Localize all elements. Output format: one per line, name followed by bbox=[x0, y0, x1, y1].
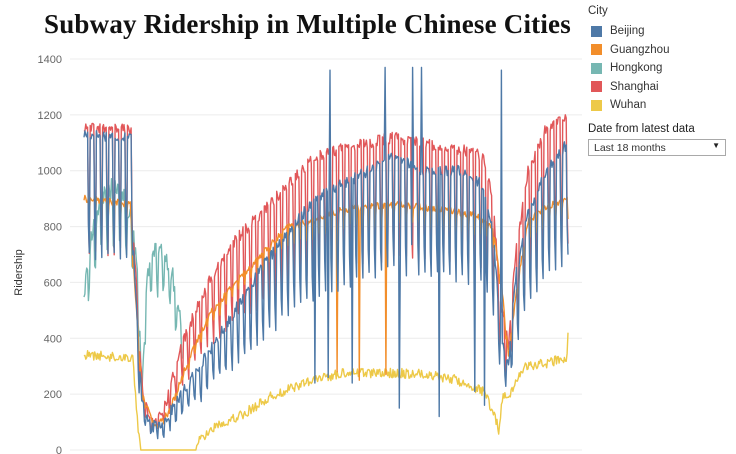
y-tick-label-0: 0 bbox=[56, 445, 62, 454]
legend-label-shanghai: Shanghai bbox=[610, 80, 659, 93]
y-tick-label-600: 600 bbox=[44, 277, 62, 289]
legend-swatch-shanghai bbox=[591, 81, 602, 93]
series-line-beijing[interactable] bbox=[83, 66, 569, 440]
legend-swatch-hongkong bbox=[591, 62, 602, 74]
y-tick-label-1000: 1000 bbox=[38, 166, 62, 178]
series-line-wuhan[interactable] bbox=[83, 332, 569, 451]
date-range-value: Last 18 months bbox=[594, 142, 666, 154]
legend-swatch-guangzhou bbox=[591, 44, 602, 56]
y-axis-title: Ridership bbox=[13, 249, 25, 295]
legend-label-hongkong: Hongkong bbox=[610, 62, 663, 75]
date-range-dropdown[interactable]: Last 18 months ▼ bbox=[588, 139, 726, 156]
y-tick-label-1200: 1200 bbox=[38, 110, 62, 122]
legend-swatch-wuhan bbox=[591, 99, 602, 111]
legend-item-hongkong[interactable]: Hongkong bbox=[588, 59, 733, 78]
legend-label-wuhan: Wuhan bbox=[610, 99, 647, 112]
legend-swatch-beijing bbox=[591, 25, 602, 37]
chevron-down-icon[interactable]: ▼ bbox=[712, 141, 720, 150]
date-filter-title: Date from latest data bbox=[588, 123, 695, 135]
legend-label-beijing: Beijing bbox=[610, 25, 645, 38]
legend-item-guangzhou[interactable]: Guangzhou bbox=[588, 41, 733, 60]
y-tick-label-400: 400 bbox=[44, 333, 62, 345]
legend-item-beijing[interactable]: Beijing bbox=[588, 22, 733, 41]
y-tick-label-200: 200 bbox=[44, 389, 62, 401]
legend: City Beijing Guangzhou Hongkong Shanghai… bbox=[588, 5, 733, 115]
y-tick-label-800: 800 bbox=[44, 222, 62, 234]
chart-title: Subway Ridership in Multiple Chinese Cit… bbox=[44, 9, 571, 39]
date-filter: Date from latest data Last 18 months ▼ bbox=[588, 123, 730, 156]
legend-item-shanghai[interactable]: Shanghai bbox=[588, 78, 733, 97]
y-tick-label-1400: 1400 bbox=[38, 54, 62, 66]
legend-title: City bbox=[588, 5, 608, 17]
legend-label-guangzhou: Guangzhou bbox=[610, 43, 670, 56]
series-line-hongkong[interactable] bbox=[83, 177, 183, 402]
legend-item-wuhan[interactable]: Wuhan bbox=[588, 96, 733, 115]
